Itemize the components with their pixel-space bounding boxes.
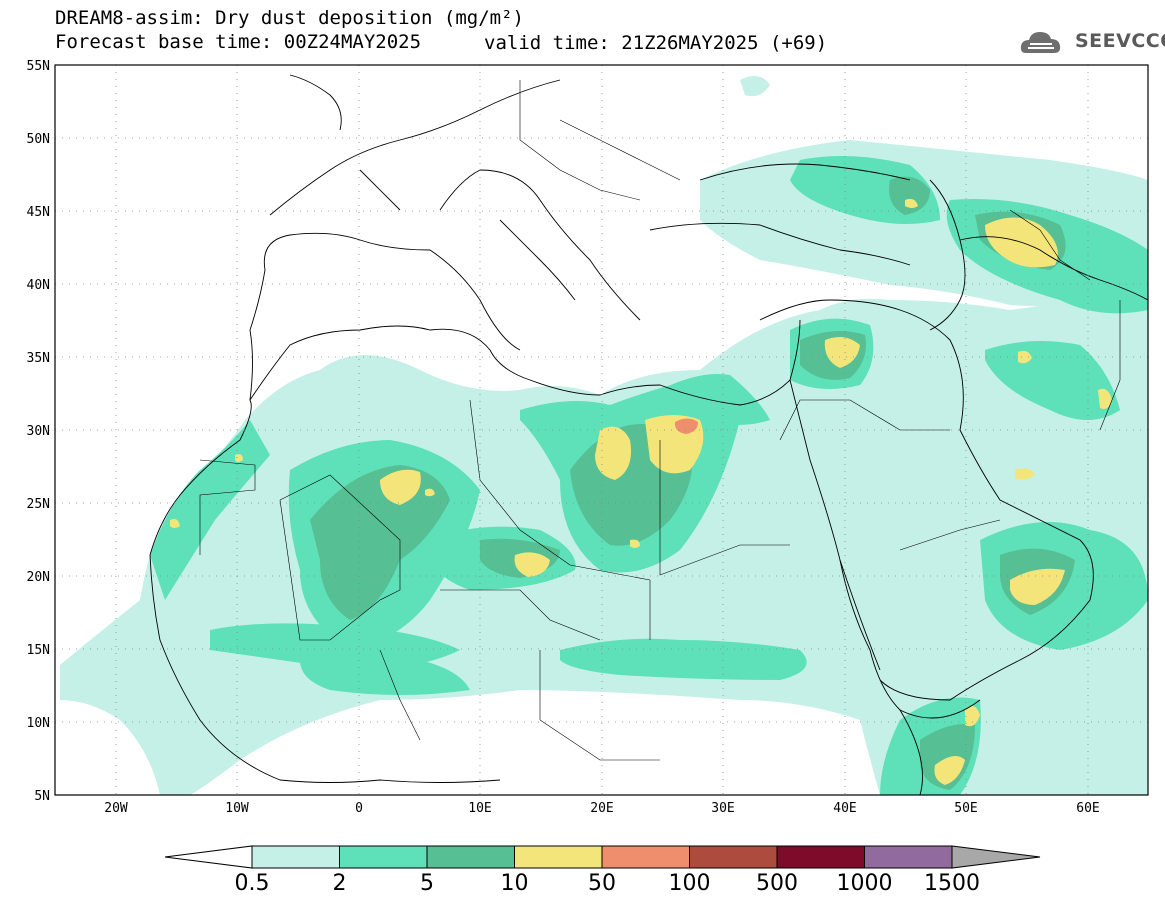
colorbar-swatch bbox=[514, 845, 603, 869]
map-title: DREAM8-assim: Dry dust deposition (mg/m²… bbox=[55, 7, 524, 29]
colorbar-swatch bbox=[426, 845, 515, 869]
lon-label: 20W bbox=[104, 801, 128, 816]
lat-label: 20N bbox=[27, 570, 50, 585]
lat-label: 5N bbox=[34, 789, 50, 804]
lat-label: 50N bbox=[27, 132, 50, 147]
lat-label: 25N bbox=[27, 497, 50, 512]
coastlines bbox=[149, 74, 1148, 795]
cloud-logo-icon bbox=[1020, 32, 1061, 53]
lon-label: 10E bbox=[468, 801, 491, 816]
colorbar-label: 1500 bbox=[924, 871, 980, 896]
lat-label: 45N bbox=[27, 205, 50, 220]
lon-label: 60E bbox=[1076, 801, 1099, 816]
colorbar-swatch bbox=[776, 845, 865, 869]
colorbar-over-arrow bbox=[951, 845, 1041, 869]
colorbar-label: 50 bbox=[588, 871, 616, 896]
colorbar-label: 500 bbox=[756, 871, 798, 896]
colorbar-label: 0.5 bbox=[234, 871, 270, 896]
map-frame bbox=[54, 64, 1149, 796]
colorbar-swatch bbox=[339, 845, 428, 869]
valid-time: valid time: 21Z26MAY2025 (+69) bbox=[484, 32, 828, 54]
graticule bbox=[55, 65, 1148, 795]
lat-label: 35N bbox=[27, 351, 50, 366]
lat-label: 10N bbox=[27, 716, 50, 731]
lat-label: 30N bbox=[27, 424, 50, 439]
lon-label: 0 bbox=[355, 801, 363, 816]
colorbar-swatch bbox=[601, 845, 690, 869]
lat-label: 55N bbox=[27, 59, 50, 74]
lon-label: 50E bbox=[954, 801, 977, 816]
lon-label: 40E bbox=[833, 801, 856, 816]
colorbar-label: 5 bbox=[420, 871, 434, 896]
colorbar-label: 10 bbox=[500, 871, 529, 896]
colorbar-swatch bbox=[251, 845, 340, 869]
lon-axis: 20W 10W 0 10E 20E 30E 40E 50E 60E bbox=[104, 801, 1099, 816]
colorbar-label: 1000 bbox=[836, 871, 893, 896]
colorbar-swatch bbox=[689, 845, 778, 869]
forecast-base-time: Forecast base time: 00Z24MAY2025 bbox=[55, 31, 422, 53]
lat-axis: 55N 50N 45N 40N 35N 30N 25N 20N 15N 10N … bbox=[27, 59, 50, 804]
lon-label: 30E bbox=[711, 801, 734, 816]
colorbar-label: 2 bbox=[332, 871, 347, 896]
lon-label: 10W bbox=[225, 801, 249, 816]
colorbar bbox=[164, 845, 1041, 869]
logo-text: SEEVCCC bbox=[1075, 30, 1165, 52]
colorbar-under-arrow bbox=[164, 845, 253, 869]
colorbar-label: 100 bbox=[668, 871, 711, 896]
lat-label: 40N bbox=[27, 278, 50, 293]
lon-label: 20E bbox=[590, 801, 613, 816]
lat-label: 15N bbox=[27, 643, 50, 658]
colorbar-swatch bbox=[864, 845, 953, 869]
